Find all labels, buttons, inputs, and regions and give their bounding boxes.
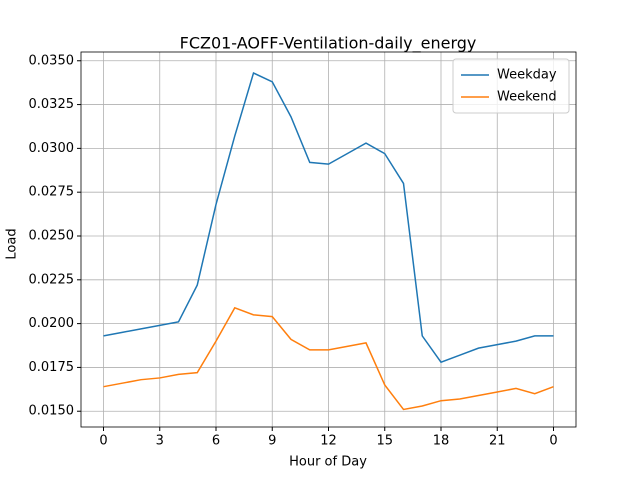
y-tick-label: 0.0250 bbox=[29, 228, 75, 243]
legend-label: Weekend bbox=[497, 90, 557, 105]
x-tick-label: 12 bbox=[320, 434, 337, 449]
y-tick-label: 0.0175 bbox=[29, 360, 75, 375]
legend: Weekday Weekend bbox=[452, 58, 570, 114]
x-tick-label: 6 bbox=[212, 434, 220, 449]
y-tick-label: 0.0200 bbox=[29, 316, 75, 331]
x-tick-label: 18 bbox=[433, 434, 450, 449]
y-axis-label: Load bbox=[5, 228, 20, 259]
x-tick-label: 9 bbox=[268, 434, 276, 449]
line-series bbox=[103, 71, 554, 364]
legend-box bbox=[452, 58, 570, 114]
y-tick-label: 0.0225 bbox=[29, 272, 75, 287]
x-tick-label: 3 bbox=[156, 434, 164, 449]
x-axis-label: Hour of Day bbox=[289, 455, 367, 470]
x-tick-label: 0 bbox=[99, 434, 107, 449]
y-tick-label: 0.0350 bbox=[29, 53, 75, 68]
legend-label: Weekday bbox=[497, 68, 557, 83]
chart-title: FCZ01-AOFF-Ventilation-daily_energy bbox=[180, 34, 477, 54]
y-tick-label: 0.0300 bbox=[29, 141, 75, 156]
x-tick-label: 0 bbox=[549, 434, 557, 449]
x-tick-label: 15 bbox=[376, 434, 393, 449]
y-tick-label: 0.0325 bbox=[29, 97, 75, 112]
y-tick-label: 0.0150 bbox=[29, 404, 75, 419]
line-series bbox=[103, 306, 554, 411]
plot-frame bbox=[80, 51, 577, 428]
y-tick-label: 0.0275 bbox=[29, 185, 75, 200]
x-tick-label: 21 bbox=[489, 434, 506, 449]
